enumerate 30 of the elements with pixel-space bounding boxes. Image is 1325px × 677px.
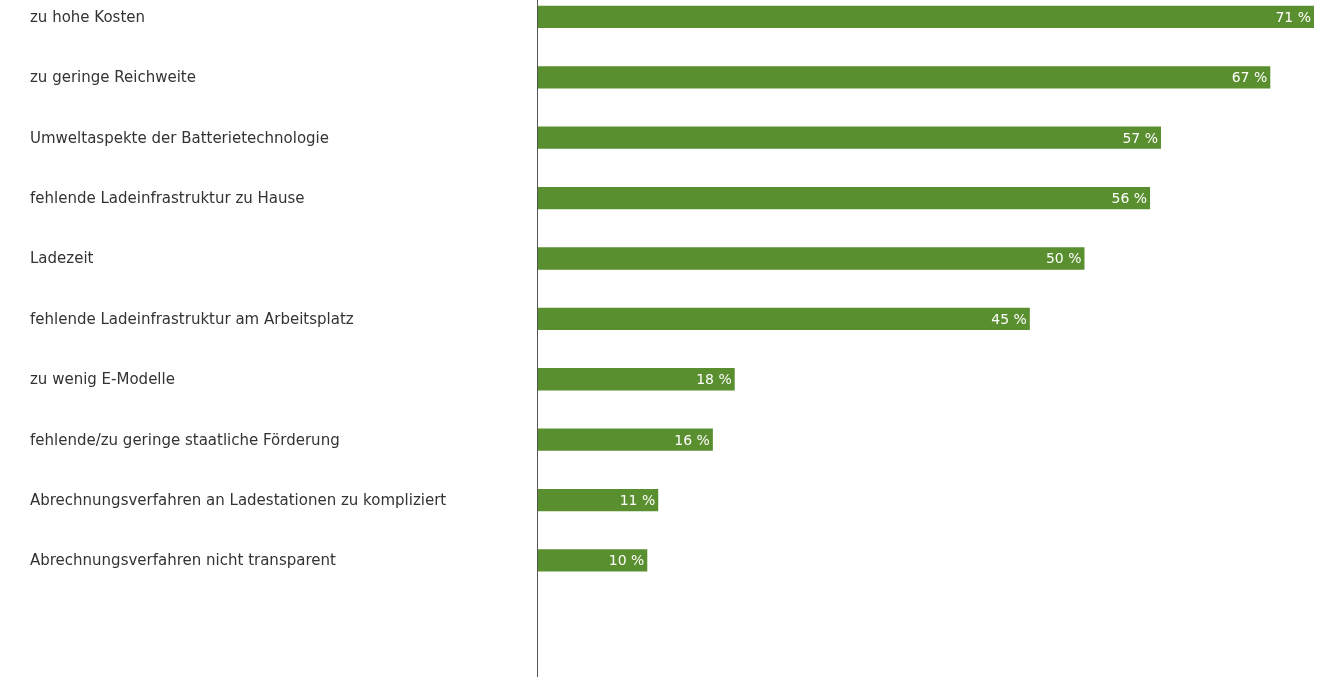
- data-label: 10 %: [608, 552, 645, 569]
- bar: [538, 488, 659, 512]
- data-label: 16 %: [674, 431, 710, 448]
- data-label: 67 %: [1231, 69, 1268, 86]
- bar: [538, 247, 1085, 270]
- data-label: 18 %: [696, 371, 732, 388]
- bar: [538, 66, 1271, 89]
- data-label: 45 %: [991, 310, 1027, 327]
- bar: [538, 5, 1314, 29]
- y-tick-label: Abrechnungsverfahren an Ladestationen zu kompliziert: [30, 491, 447, 509]
- bar: [538, 307, 1030, 331]
- bar: [538, 186, 1151, 210]
- y-tick-label: Ladezeit: [30, 249, 94, 267]
- data-label: 50 %: [1045, 250, 1082, 267]
- bar: [538, 549, 648, 572]
- data-label: 71 %: [1275, 8, 1311, 25]
- data-label: 57 %: [1122, 129, 1158, 146]
- data-label: 11 %: [619, 492, 656, 509]
- bar: [538, 126, 1161, 149]
- y-tick-label: fehlende Ladeinfrastruktur am Arbeitsplatz: [30, 310, 354, 328]
- bar: [538, 368, 735, 391]
- y-tick-label: zu geringe Reichweite: [30, 68, 196, 86]
- y-tick-label: Umweltaspekte der Batterietechnologie: [30, 129, 329, 147]
- data-label: 56 %: [1111, 190, 1148, 207]
- y-tick-label: fehlende/zu geringe staatliche Förderung: [30, 431, 340, 449]
- y-tick-label: zu wenig E-Modelle: [30, 370, 175, 388]
- y-tick-label: zu hohe Kosten: [30, 8, 146, 26]
- y-tick-label: fehlende Ladeinfrastruktur zu Hause: [30, 189, 305, 207]
- bar: [538, 428, 713, 451]
- y-tick-label: Abrechnungsverfahren nicht transparent: [30, 551, 336, 569]
